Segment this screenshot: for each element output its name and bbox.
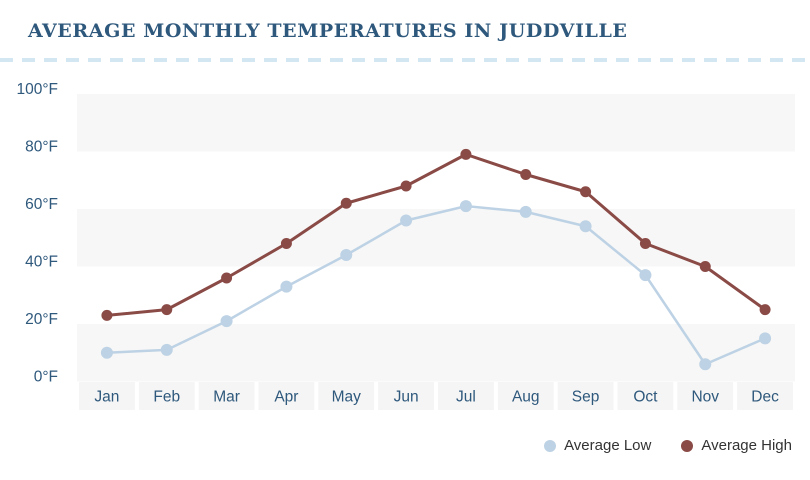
x-tick-label: Feb	[153, 389, 180, 406]
data-point-average-low-apr	[280, 280, 293, 293]
data-point-average-high-jun	[400, 180, 412, 192]
data-point-average-high-apr	[280, 238, 292, 249]
data-point-average-low-sep	[579, 220, 592, 233]
x-tick-label: Jul	[456, 389, 476, 406]
x-tick-label: Dec	[751, 389, 779, 406]
y-tick-label: 0°F	[34, 369, 58, 386]
data-point-average-high-jul	[460, 148, 472, 160]
data-point-average-low-aug	[519, 205, 532, 218]
x-tick-box	[378, 382, 434, 410]
x-tick-box	[318, 382, 375, 410]
grid-band	[77, 324, 795, 382]
legend-label-average-low: Average Low	[564, 437, 652, 454]
data-point-average-low-may	[340, 249, 353, 261]
data-point-average-low-jan	[100, 346, 113, 359]
data-point-average-low-jul	[459, 200, 472, 213]
chart-title: AVERAGE MONTHLY TEMPERATURES IN JUDDVILL…	[28, 20, 628, 42]
x-tick-box	[737, 382, 793, 410]
x-tick-label: Nov	[691, 389, 719, 406]
grid-band	[77, 209, 795, 267]
data-point-average-low-feb	[160, 343, 173, 356]
data-point-average-high-nov	[699, 261, 711, 272]
legend-item-average-high: Average High	[681, 437, 792, 454]
x-tick-box	[617, 382, 674, 410]
x-tick-box	[438, 382, 494, 410]
data-point-average-low-jun	[400, 214, 413, 227]
x-tick-box	[198, 382, 255, 410]
x-tick-label: Apr	[274, 389, 298, 406]
data-point-average-low-oct	[639, 269, 652, 282]
average-high-marker-icon	[681, 439, 694, 452]
data-point-average-high-jan	[101, 309, 113, 321]
x-tick-label: Oct	[633, 389, 658, 406]
series-line-average-low	[106, 204, 766, 366]
legend-label-average-high: Average High	[701, 437, 792, 454]
data-point-average-high-dec	[759, 304, 771, 316]
data-point-average-low-dec	[759, 332, 772, 345]
legend-item-average-low: Average Low	[544, 437, 651, 454]
dashed-divider	[0, 58, 810, 62]
y-tick-label: 100°F	[16, 81, 58, 98]
y-tick-label: 80°F	[25, 139, 58, 156]
x-tick-label: Mar	[213, 389, 240, 406]
data-point-average-low-mar	[220, 315, 233, 328]
x-tick-label: Sep	[572, 389, 600, 406]
x-tick-box	[497, 382, 554, 410]
y-tick-label: 60°F	[25, 196, 58, 213]
x-tick-label: Aug	[512, 389, 540, 406]
data-point-average-high-mar	[221, 272, 233, 284]
x-tick-label: Jan	[94, 389, 119, 406]
data-point-average-high-feb	[161, 304, 173, 316]
x-tick-box	[677, 382, 734, 410]
x-tick-label: May	[332, 389, 362, 406]
x-tick-box	[138, 382, 195, 410]
legend: Average Low Average High	[544, 437, 792, 454]
y-tick-label: 40°F	[25, 254, 58, 271]
x-tick-label: Jun	[394, 389, 419, 406]
y-tick-label: 20°F	[25, 311, 58, 328]
data-point-average-high-sep	[580, 186, 592, 198]
data-point-average-low-nov	[699, 358, 712, 371]
x-tick-box	[79, 382, 135, 410]
grid-band	[77, 94, 795, 152]
data-point-average-high-aug	[520, 169, 532, 180]
x-tick-box	[557, 382, 614, 410]
data-point-average-high-may	[340, 197, 352, 209]
series-line-average-high	[106, 152, 766, 317]
average-low-marker-icon	[544, 439, 557, 452]
x-tick-box	[258, 382, 315, 410]
data-point-average-high-oct	[639, 238, 651, 249]
